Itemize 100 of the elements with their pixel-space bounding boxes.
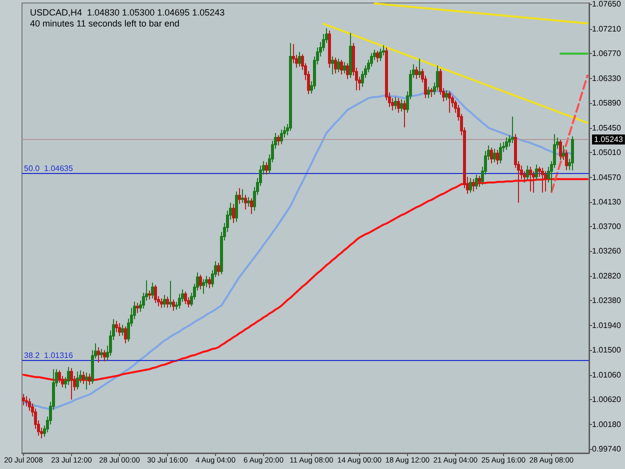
candlestick — [289, 42, 292, 132]
y-tick-label: 1.00620 — [592, 395, 622, 404]
candlestick — [490, 147, 493, 164]
y-tick-label: 1.03260 — [592, 246, 622, 256]
candlestick — [397, 98, 400, 114]
candlestick — [76, 370, 79, 390]
y-tick-label: 1.02380 — [592, 296, 622, 306]
line-series — [22, 178, 588, 381]
y-tick-label: 1.01500 — [592, 346, 622, 355]
candlestick — [292, 44, 295, 64]
ref-line-label: 50.0 1.04635 — [24, 164, 74, 174]
candlestick — [163, 294, 166, 308]
candlestick — [562, 144, 565, 160]
candlestick — [178, 293, 181, 309]
candlestick — [166, 296, 169, 308]
candlestick — [247, 196, 250, 208]
candlestick — [571, 136, 574, 171]
candlestick — [334, 57, 337, 74]
candlestick — [58, 370, 61, 384]
candlestick — [208, 276, 211, 289]
candlestick — [526, 165, 529, 181]
y-tick-label: 1.04130 — [592, 198, 622, 207]
candlestick — [346, 62, 349, 80]
y-tick-label: 1.05890 — [592, 98, 622, 108]
candlestick — [478, 175, 481, 188]
candlestick — [544, 170, 547, 192]
candlestick — [298, 51, 301, 68]
candlestick — [184, 291, 187, 304]
candlestick — [124, 326, 127, 344]
ref-line-label: 38.2 1.01316 — [24, 350, 74, 360]
candlestick — [154, 284, 157, 304]
candlestick — [469, 177, 472, 194]
candlestick — [532, 170, 535, 194]
y-tick-label: 1.06770 — [592, 49, 622, 58]
candlestick — [493, 148, 496, 163]
candlestick — [118, 322, 121, 336]
candlestick — [280, 129, 283, 145]
y-tick-label: 1.01940 — [592, 320, 622, 330]
candlestick — [22, 393, 25, 406]
candlestick — [103, 350, 106, 362]
y-tick-label: 1.07210 — [592, 24, 622, 34]
candlestick — [25, 396, 28, 407]
candlestick — [199, 274, 202, 290]
candlestick — [394, 96, 397, 110]
candlestick — [136, 302, 139, 314]
candlestick — [277, 134, 280, 146]
y-tick-label: 1.01060 — [592, 370, 622, 380]
y-tick-label: 1.02820 — [592, 271, 622, 280]
candlestick — [535, 164, 538, 181]
candlestick — [217, 262, 220, 276]
candlestick — [241, 188, 244, 204]
candlestick — [427, 86, 430, 99]
candlestick — [82, 370, 85, 384]
candlestick — [376, 50, 379, 63]
candlestick — [430, 87, 433, 98]
y-tick-label: 1.05010 — [592, 148, 622, 158]
candlestick — [85, 372, 88, 390]
candlestick — [121, 324, 124, 336]
candlestick — [472, 178, 475, 192]
candlestick — [529, 166, 532, 192]
text: USDCAD,H4 1.04830 1.05300 1.04695 1.05243 — [30, 8, 225, 18]
candlestick — [160, 298, 163, 308]
line-series — [374, 2, 588, 24]
candlestick — [403, 100, 406, 128]
candlestick — [88, 373, 91, 386]
candlestick — [448, 90, 451, 114]
candlestick — [499, 142, 502, 164]
candlestick — [511, 116, 514, 144]
candlestick — [541, 167, 544, 194]
candlestick — [265, 162, 268, 176]
candlestick — [379, 48, 382, 62]
line-series — [22, 90, 574, 411]
candlestick — [415, 66, 418, 80]
y-tick-label: 1.05450 — [592, 123, 622, 132]
candlestick — [151, 282, 154, 299]
candlestick — [328, 30, 331, 68]
candlestick — [148, 290, 151, 300]
candlestick — [349, 32, 352, 78]
candlestick — [244, 194, 247, 210]
y-tick-label: 1.03700 — [592, 222, 622, 231]
line-series — [322, 22, 588, 124]
y-tick-label: 1.00180 — [592, 420, 622, 429]
candlestick — [235, 190, 238, 222]
candlestick — [232, 203, 235, 224]
candlestick — [337, 58, 340, 73]
candlestick — [475, 174, 478, 190]
candlestick — [97, 346, 100, 363]
candlestick — [169, 280, 172, 308]
candlestick — [436, 64, 439, 91]
text: 40 minutes 11 seconds left to bar end — [30, 18, 180, 28]
candlestick — [115, 320, 118, 333]
candlestick — [445, 90, 448, 101]
candlestick — [70, 368, 73, 400]
candlestick — [100, 348, 103, 358]
y-tick-label: 1.06330 — [592, 74, 622, 83]
candlestick — [67, 366, 70, 386]
y-tick-label: 1.07650 — [592, 0, 622, 9]
candlestick — [505, 136, 508, 150]
candlestick — [559, 139, 562, 160]
ref-line-label: 1.05243 — [594, 135, 624, 144]
